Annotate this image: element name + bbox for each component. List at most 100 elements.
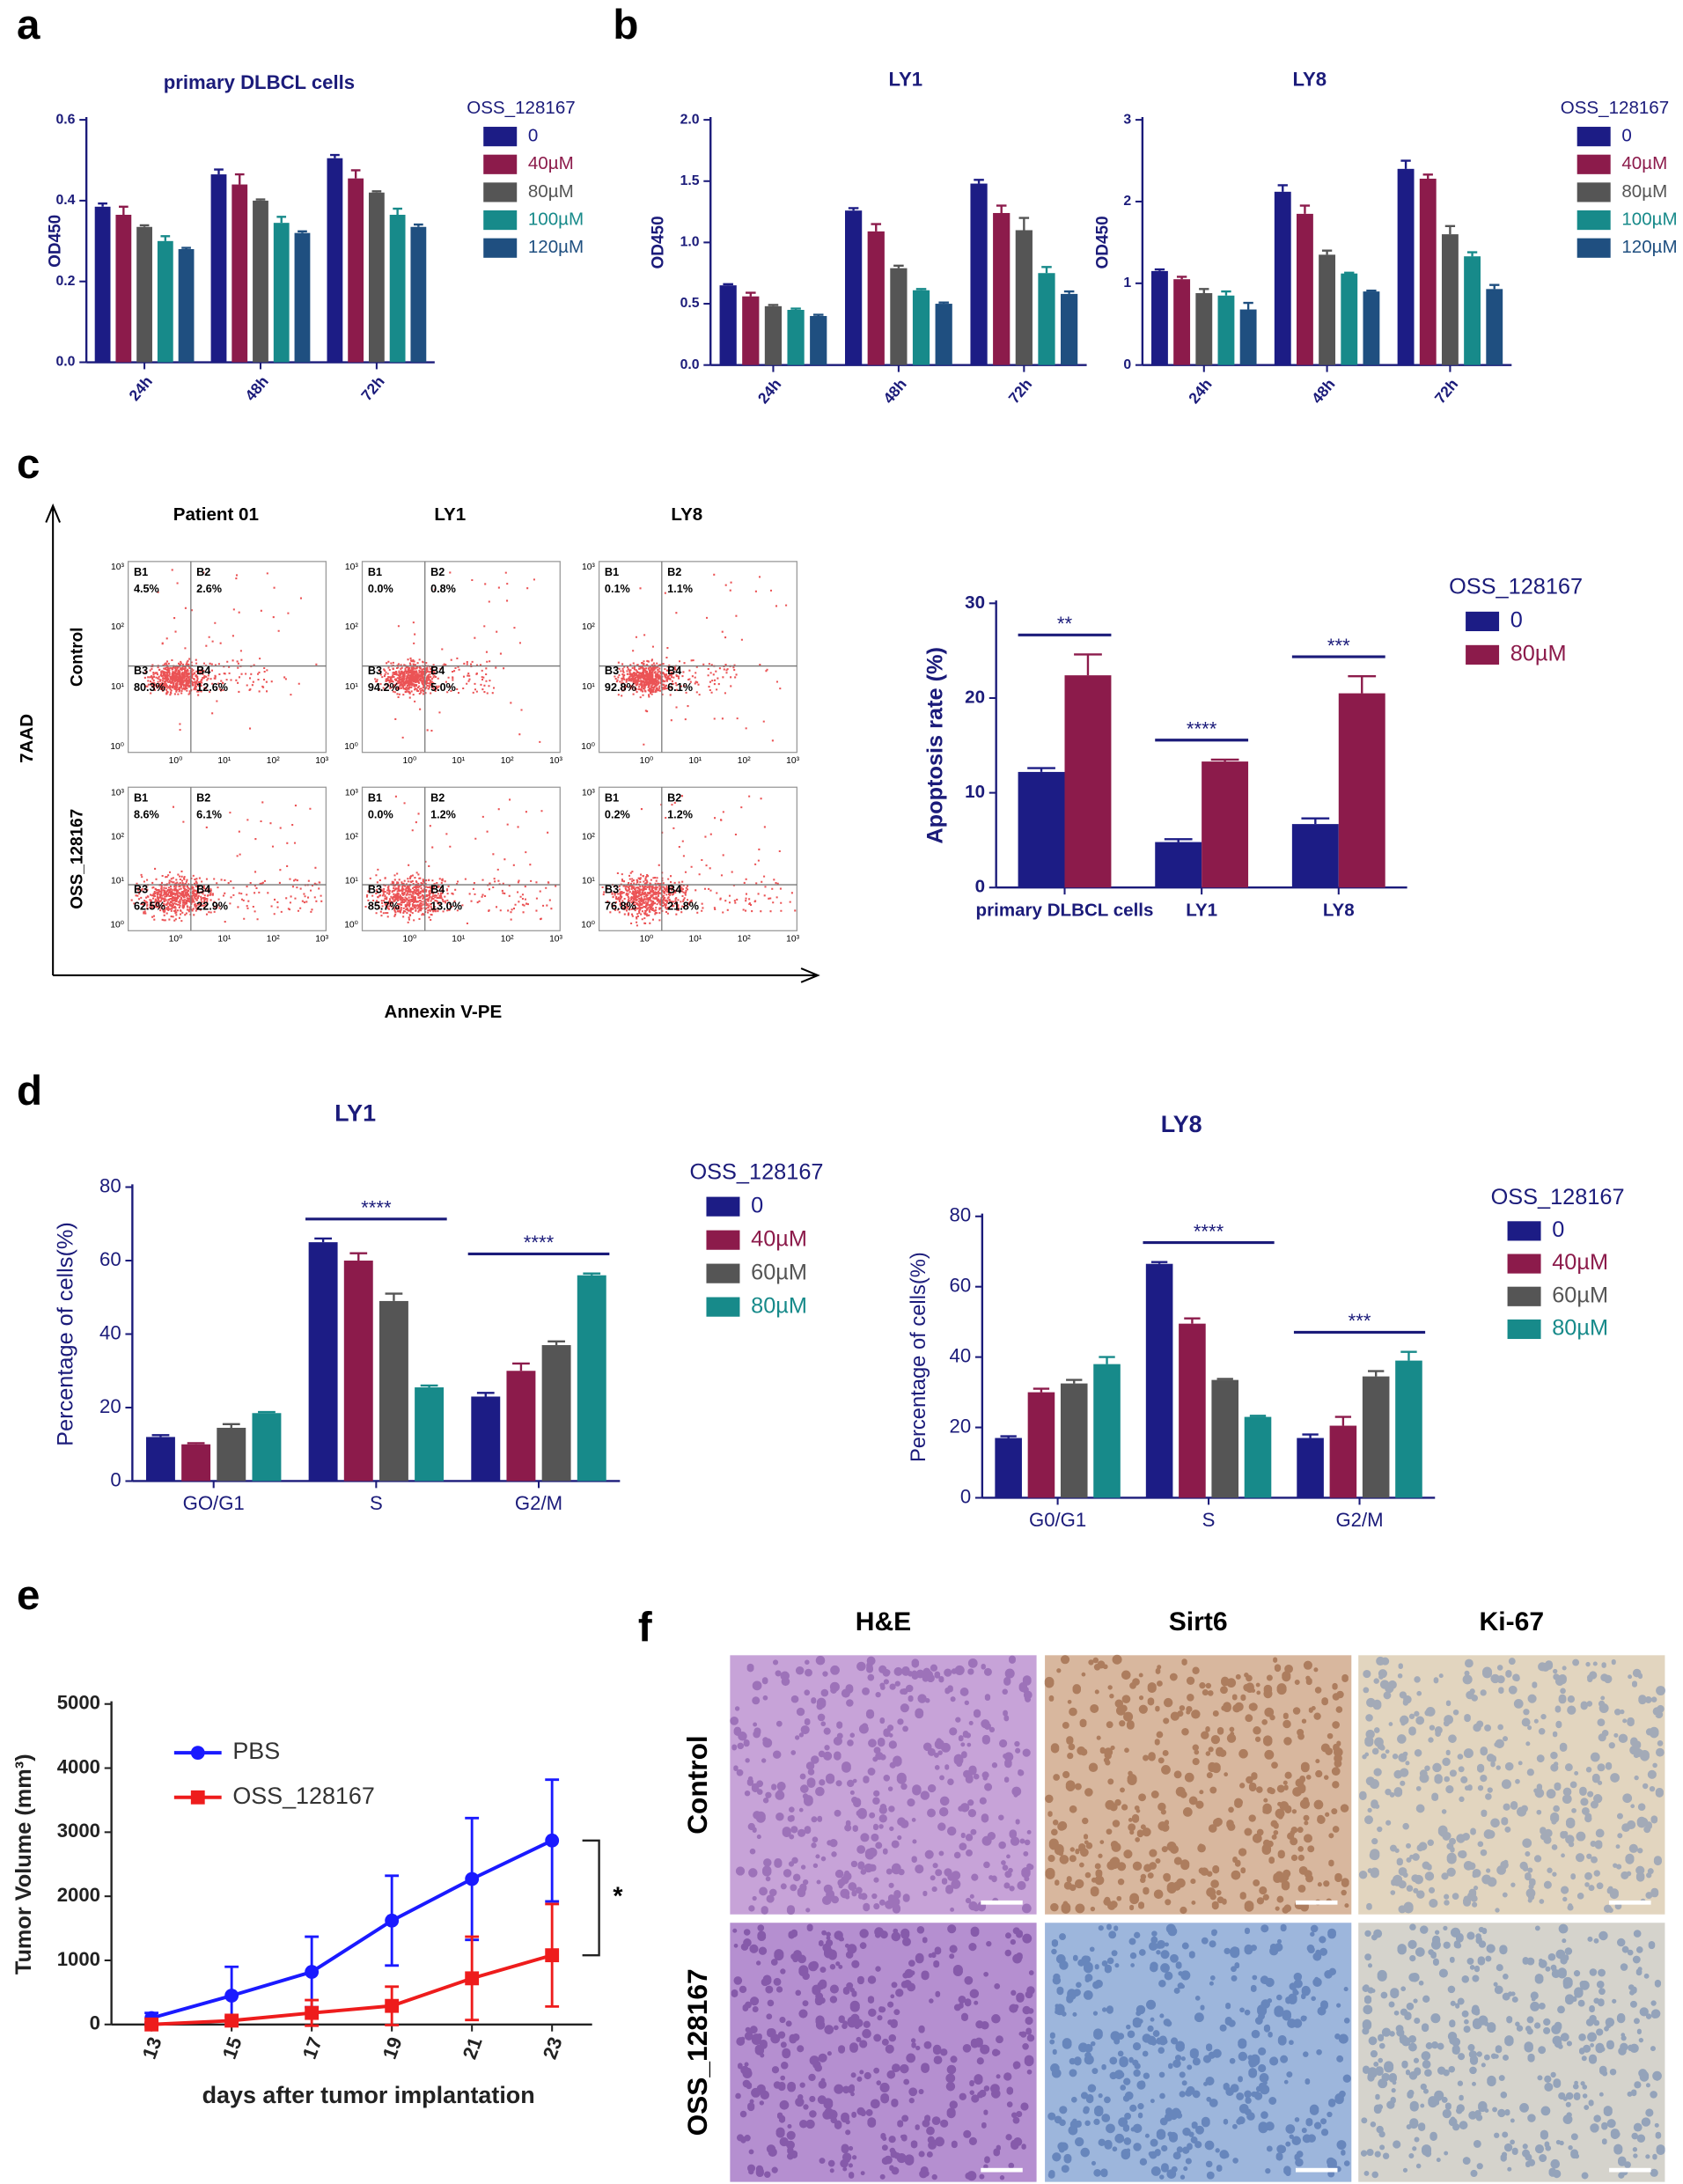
column-label: Ki-67 — [1480, 1607, 1545, 1636]
y-axis-label: OD450 — [1094, 216, 1113, 268]
y-tick-label: 10¹ — [345, 877, 358, 886]
error-bar — [871, 223, 882, 232]
error-bar — [1301, 817, 1330, 825]
bar — [1018, 771, 1065, 888]
axis-label: Annexin V-PE — [384, 1002, 502, 1022]
legend-swatch — [1576, 210, 1611, 231]
bar — [867, 231, 885, 365]
legend-label: 40µM — [528, 153, 574, 173]
x-tick-label: 72h — [1005, 375, 1036, 407]
bar — [1244, 1416, 1272, 1498]
y-tick-label: 0 — [90, 2012, 100, 2034]
event-cloud — [601, 795, 797, 927]
x-tick-label: 10¹ — [688, 935, 702, 945]
row-label: Control — [681, 1735, 713, 1834]
error-bar — [548, 1340, 565, 1346]
x-tick-label: 24h — [754, 375, 785, 407]
nuclei-texture — [1044, 1654, 1349, 1915]
legend-label: 0 — [751, 1193, 763, 1217]
quadrant-name: B4 — [430, 665, 445, 677]
marker — [465, 1871, 480, 1886]
column-label: Patient 01 — [173, 504, 259, 525]
error-bar — [1063, 290, 1075, 294]
legend-label: 40µM — [751, 1226, 807, 1251]
legend-swatch — [1507, 1319, 1541, 1340]
significance-label: ** — [1057, 613, 1073, 635]
error-bar — [476, 1392, 495, 1397]
bar — [844, 210, 863, 365]
y-tick-label: 3000 — [57, 1820, 100, 1842]
bar — [1038, 273, 1055, 365]
x-tick-label: 10¹ — [217, 935, 231, 945]
bar — [1296, 213, 1313, 365]
marker — [224, 1989, 239, 2003]
x-tick-label: 72h — [1431, 375, 1462, 407]
x-tick-label: 48h — [1308, 375, 1339, 407]
bar — [1486, 289, 1503, 365]
nuclei-texture — [731, 1923, 1035, 2181]
quadrant-name: B3 — [368, 665, 382, 677]
x-tick-label: GO/G1 — [183, 1492, 245, 1514]
error-bar — [1027, 767, 1055, 772]
x-tick-label: 10³ — [786, 756, 799, 766]
panel-label: f — [638, 1604, 652, 1651]
y-tick-label: 10² — [582, 622, 595, 632]
x-tick-label: 72h — [357, 372, 388, 404]
axis-arrow — [45, 503, 62, 975]
bar — [995, 1438, 1022, 1498]
y-tick-label: 4000 — [57, 1755, 100, 1777]
error-bar — [790, 307, 801, 311]
x-tick-label: G2/M — [1335, 1509, 1383, 1531]
bar — [157, 240, 173, 363]
error-bar — [151, 1434, 170, 1438]
error-bar — [393, 207, 402, 215]
legend-swatch — [1576, 127, 1611, 147]
error-bar — [330, 153, 340, 158]
quadrant-name: B4 — [196, 665, 210, 677]
quadrant-percent: 4.5% — [134, 583, 159, 595]
legend-label: 80µM — [1552, 1316, 1608, 1341]
y-tick-label: 10² — [111, 622, 124, 632]
x-tick-label: 10¹ — [217, 756, 231, 766]
bar — [1145, 1263, 1173, 1498]
y-tick-label: 60 — [99, 1248, 121, 1270]
bar — [253, 200, 268, 363]
error-bar — [1366, 290, 1377, 292]
y-tick-label: 10³ — [582, 563, 595, 572]
quadrant-name: B4 — [196, 884, 210, 896]
quadrant-percent: 80.3% — [134, 681, 165, 694]
error-bar — [1000, 1435, 1017, 1438]
bar — [742, 296, 760, 365]
row-label: Control — [69, 628, 87, 687]
legend-label: 40µM — [1621, 153, 1667, 173]
x-tick-label: LY8 — [1323, 901, 1355, 921]
bar — [719, 285, 737, 365]
marker — [305, 1965, 320, 1979]
x-tick-label: 10¹ — [452, 756, 465, 766]
quadrant-percent: 22.9% — [196, 901, 228, 913]
quadrant-percent: 2.6% — [196, 583, 222, 595]
x-tick-label: 10⁰ — [403, 756, 417, 766]
legend-label: 0 — [1621, 126, 1631, 146]
quadrant-percent: 5.0% — [430, 681, 456, 694]
nuclei-texture — [1047, 1923, 1351, 2180]
scale-bar — [981, 2167, 1023, 2173]
error-bar — [1066, 1379, 1083, 1384]
column-label: Sirt6 — [1169, 1607, 1228, 1636]
quadrant-percent: 1.1% — [667, 583, 693, 595]
quadrant-percent: 0.8% — [430, 583, 456, 595]
legend-swatch — [706, 1196, 740, 1217]
bar — [252, 1413, 282, 1482]
quadrant-percent: 62.5% — [134, 901, 165, 913]
y-tick-label: 2.0 — [680, 112, 700, 127]
y-tick-label: 1.5 — [680, 173, 700, 188]
bar — [1027, 1392, 1055, 1498]
bar — [1341, 273, 1358, 365]
panel-label: a — [17, 2, 40, 48]
bar — [415, 1387, 445, 1482]
bar — [1195, 292, 1213, 365]
quadrant-name: B1 — [368, 566, 382, 578]
error-bar — [1368, 1370, 1385, 1377]
series-line — [151, 1839, 554, 2020]
panel-label: c — [17, 441, 40, 488]
